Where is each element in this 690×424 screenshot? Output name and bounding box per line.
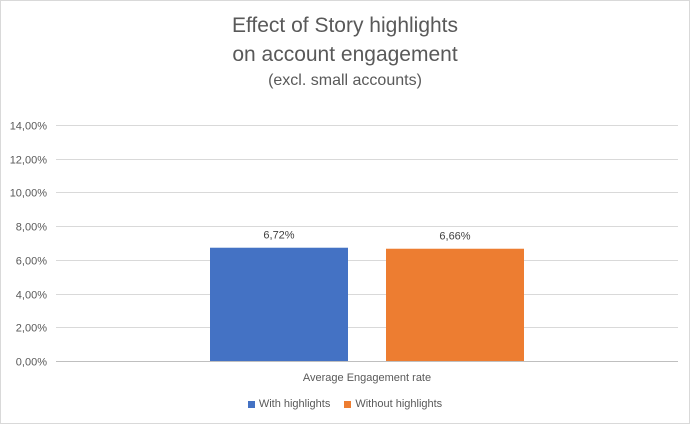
data-labels: 6,72% 6,66% <box>263 230 470 243</box>
gridlines <box>56 125 678 362</box>
x-category-label: Average Engagement rate <box>303 372 431 384</box>
chart-title-line-2: on account engagement <box>232 43 458 66</box>
chart-subtitle: (excl. small accounts) <box>268 72 422 89</box>
legend-item: With highlights <box>247 397 331 411</box>
bars <box>210 247 524 361</box>
y-tick-label: 0,00% <box>16 357 47 369</box>
y-tick-label: 2,00% <box>16 323 47 335</box>
legend-label: With highlights <box>258 398 331 410</box>
y-tick-label: 14,00% <box>10 121 48 133</box>
x-axis-category-labels: Average Engagement rate <box>303 372 431 384</box>
legend-item: Without highlights <box>344 397 442 411</box>
data-label: 6,72% <box>263 230 294 242</box>
y-tick-label: 8,00% <box>16 222 47 234</box>
legend-swatch <box>344 400 352 408</box>
chart-title-line-1: Effect of Story highlights <box>231 14 459 37</box>
legend-swatch <box>247 400 255 408</box>
y-tick-label: 4,00% <box>16 290 47 302</box>
y-axis-tick-labels: 0,00% 2,00% 4,00% 6,00% 8,00% 10,00% 12,00% 14,… <box>10 121 48 369</box>
bar-with-highlights <box>210 247 348 361</box>
data-label: 6,66% <box>439 231 470 243</box>
legend-label: Without highlights <box>355 398 443 410</box>
y-tick-label: 12,00% <box>10 155 48 167</box>
y-tick-label: 6,00% <box>16 256 47 268</box>
legend: With highlights Without highlights <box>0 397 690 411</box>
bar-without-highlights <box>386 248 524 361</box>
y-tick-label: 10,00% <box>10 188 48 200</box>
